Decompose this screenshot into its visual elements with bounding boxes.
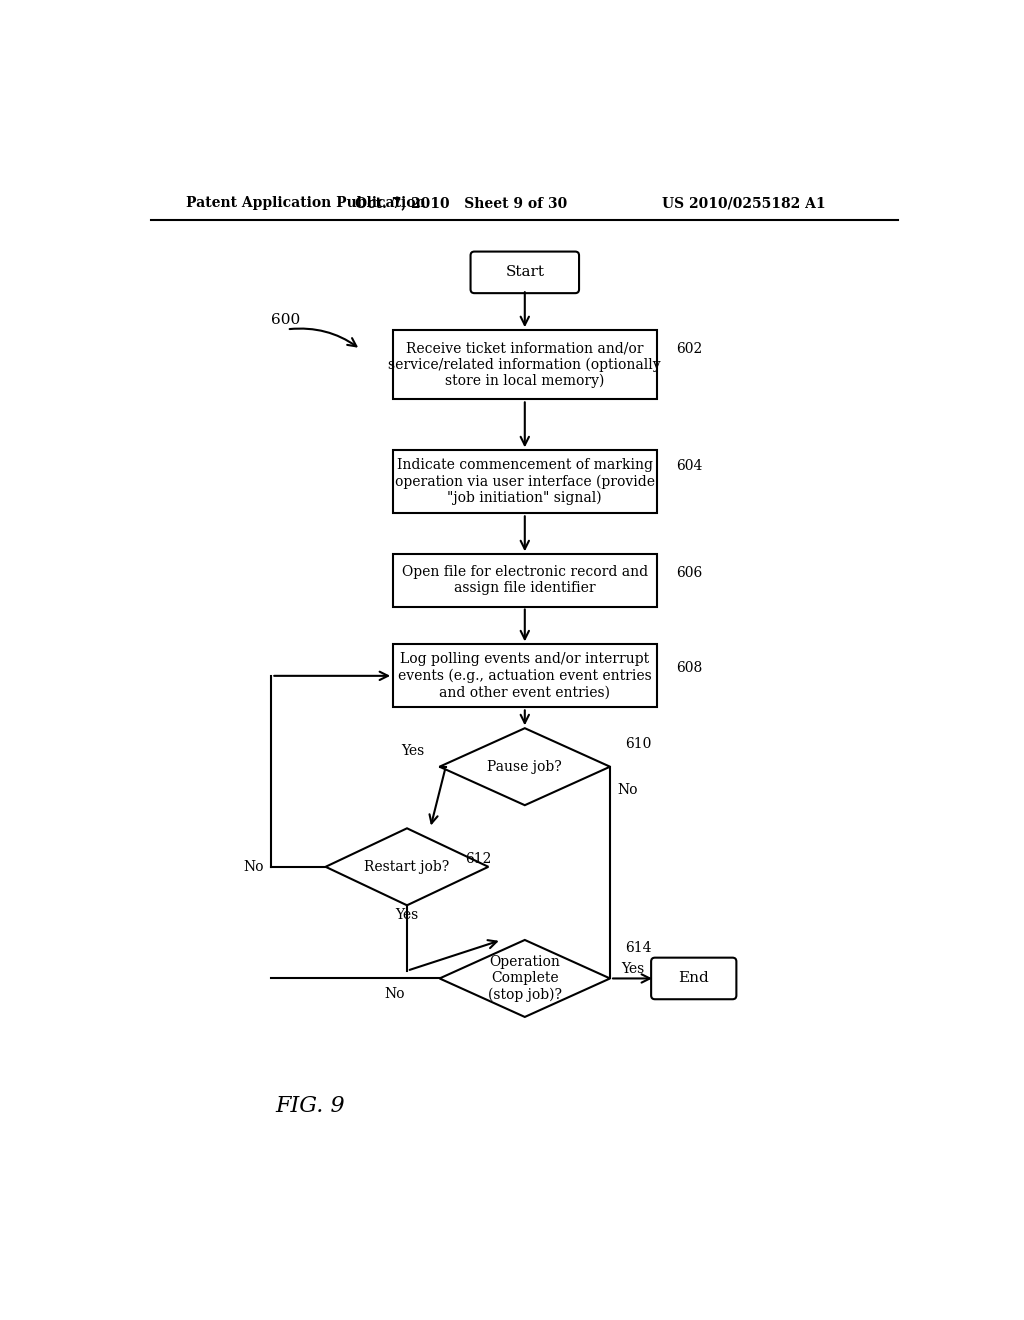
Text: No: No <box>243 859 263 874</box>
Text: Restart job?: Restart job? <box>365 859 450 874</box>
FancyBboxPatch shape <box>471 252 579 293</box>
Text: Yes: Yes <box>395 908 419 921</box>
Text: 612: 612 <box>465 853 492 866</box>
Text: Yes: Yes <box>400 744 424 758</box>
Text: Log polling events and/or interrupt
events (e.g., actuation event entries
and ot: Log polling events and/or interrupt even… <box>398 652 651 700</box>
Text: Patent Application Publication: Patent Application Publication <box>186 197 426 210</box>
Text: 610: 610 <box>626 737 652 751</box>
Text: 606: 606 <box>676 566 702 579</box>
Text: Operation
Complete
(stop job)?: Operation Complete (stop job)? <box>487 954 562 1002</box>
Text: Open file for electronic record and
assign file identifier: Open file for electronic record and assi… <box>401 565 648 595</box>
Text: No: No <box>384 987 404 1001</box>
Polygon shape <box>439 729 610 805</box>
Polygon shape <box>326 829 488 906</box>
Text: End: End <box>678 972 710 986</box>
Text: 608: 608 <box>676 661 702 675</box>
Text: Start: Start <box>505 265 545 280</box>
Text: 602: 602 <box>676 342 702 356</box>
Text: Indicate commencement of marking
operation via user interface (provide
"job init: Indicate commencement of marking operati… <box>395 458 654 506</box>
Text: US 2010/0255182 A1: US 2010/0255182 A1 <box>662 197 825 210</box>
Text: 604: 604 <box>676 459 702 474</box>
Text: 614: 614 <box>626 941 652 954</box>
Bar <box>393 554 656 607</box>
Bar <box>393 644 656 708</box>
Bar <box>393 330 656 400</box>
Bar <box>393 450 656 513</box>
Text: Yes: Yes <box>621 962 644 977</box>
Text: FIG. 9: FIG. 9 <box>275 1094 345 1117</box>
FancyBboxPatch shape <box>651 958 736 999</box>
Text: Receive ticket information and/or
service/related information (optionally
store : Receive ticket information and/or servic… <box>388 341 662 388</box>
Text: No: No <box>617 783 638 797</box>
Polygon shape <box>439 940 610 1016</box>
Text: Oct. 7, 2010   Sheet 9 of 30: Oct. 7, 2010 Sheet 9 of 30 <box>355 197 567 210</box>
Text: Pause job?: Pause job? <box>487 760 562 774</box>
Text: 600: 600 <box>271 313 301 327</box>
